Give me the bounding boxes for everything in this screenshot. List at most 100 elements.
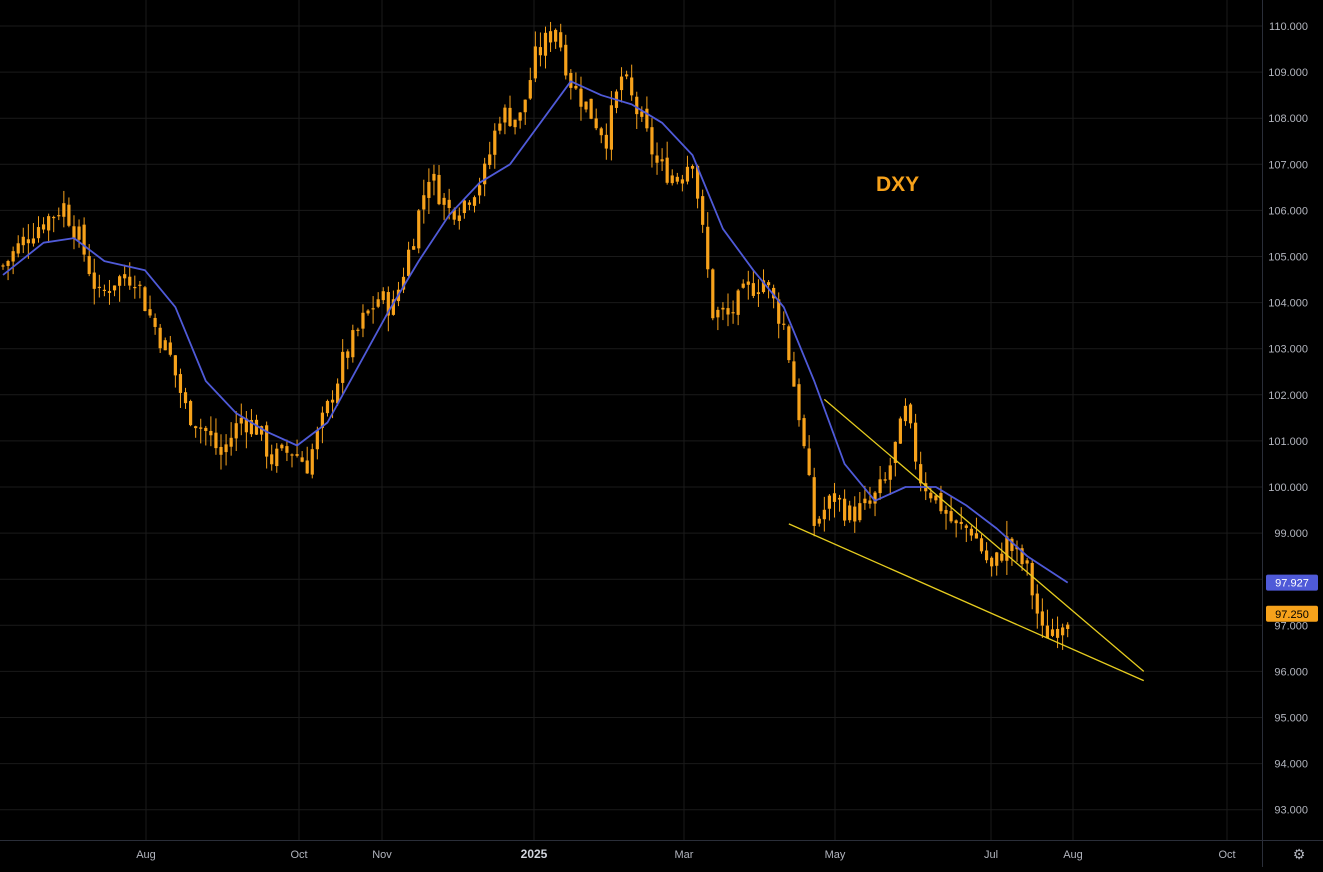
candle-body [1000,553,1004,561]
price-tick-label: 106.000 [1268,205,1308,217]
candle [97,274,101,298]
candle [832,482,837,518]
candle [376,292,380,309]
candle [589,98,593,120]
candle [148,295,152,318]
candle [584,101,588,113]
candle-body [1066,624,1070,629]
candle [888,457,892,495]
candle-body [199,427,203,429]
candle [726,293,730,327]
candle [488,141,492,170]
candle [346,349,350,370]
candle-body [609,105,613,150]
candle [92,258,96,305]
candle [670,169,674,186]
candle [401,267,406,294]
candle [984,542,989,564]
candle [133,275,137,299]
settings-gear-icon[interactable]: ⚙ [1292,846,1306,862]
candle [62,190,66,228]
candle-body [843,498,847,521]
candle [1030,558,1034,610]
candle-body [665,157,669,183]
candle [969,525,973,541]
price-tick-label: 95.000 [1274,713,1308,725]
candle [619,67,624,103]
candle-body [462,200,466,214]
candle-body [92,272,96,289]
candle-body [919,464,923,484]
candle-body [548,31,553,43]
candle [528,67,532,100]
candle-body [168,342,172,355]
candle [858,491,862,523]
candle [381,287,385,305]
candle-body [401,276,406,290]
candle [680,174,684,192]
candle [442,193,446,221]
candle-body [488,154,492,165]
candle [914,413,918,470]
candle-body [356,329,360,331]
candle-body [407,249,411,276]
candle [543,26,548,69]
candle-body [371,308,375,310]
candle-body [954,520,958,524]
candle-body [523,99,527,113]
candle [341,339,345,395]
candle [47,213,51,243]
candle [138,280,142,299]
candle [919,451,923,492]
candle-body [204,427,208,431]
candle-body [224,444,228,453]
candle [640,106,644,122]
candle-body [432,173,436,181]
candle [183,387,188,409]
ma-value-badge-text: 97.927 [1275,578,1309,590]
candle-body [898,418,902,444]
candle [1005,520,1009,575]
candle-body [893,441,897,463]
candle [57,207,61,221]
candle [72,215,76,250]
candle-body [538,47,543,56]
candle [366,309,370,316]
candle-body [756,292,761,295]
moving-average [2,80,1069,584]
candle [756,279,761,307]
candle-body [706,226,710,270]
candle [483,157,487,197]
candle [123,264,127,286]
candle-body [214,432,218,449]
candle-body [26,239,30,244]
candle-body [229,437,233,447]
trendlines [788,398,1145,682]
candle [660,148,664,171]
candle [807,435,811,477]
candle [903,398,908,426]
candle-body [1045,625,1050,639]
price-tick-label: 93.000 [1274,805,1308,817]
candle-body [853,506,857,522]
candle-body [163,340,167,351]
candle-body [812,477,816,526]
grid-lines [0,0,1262,840]
candle-body [467,202,472,205]
candle [690,164,695,179]
candle-body [259,426,264,435]
candle-body [695,165,700,199]
candle [599,126,603,144]
candle [229,422,233,456]
candle-body [498,123,502,131]
candle [1000,542,1004,563]
candle-body [1,265,5,267]
candle-body [711,269,715,319]
candle [371,296,375,324]
candle-body [513,119,517,128]
time-tick-label: Aug [1063,849,1083,861]
candle [665,141,669,185]
ma-value-badge-bg [1266,574,1318,591]
candle-body [427,181,431,198]
